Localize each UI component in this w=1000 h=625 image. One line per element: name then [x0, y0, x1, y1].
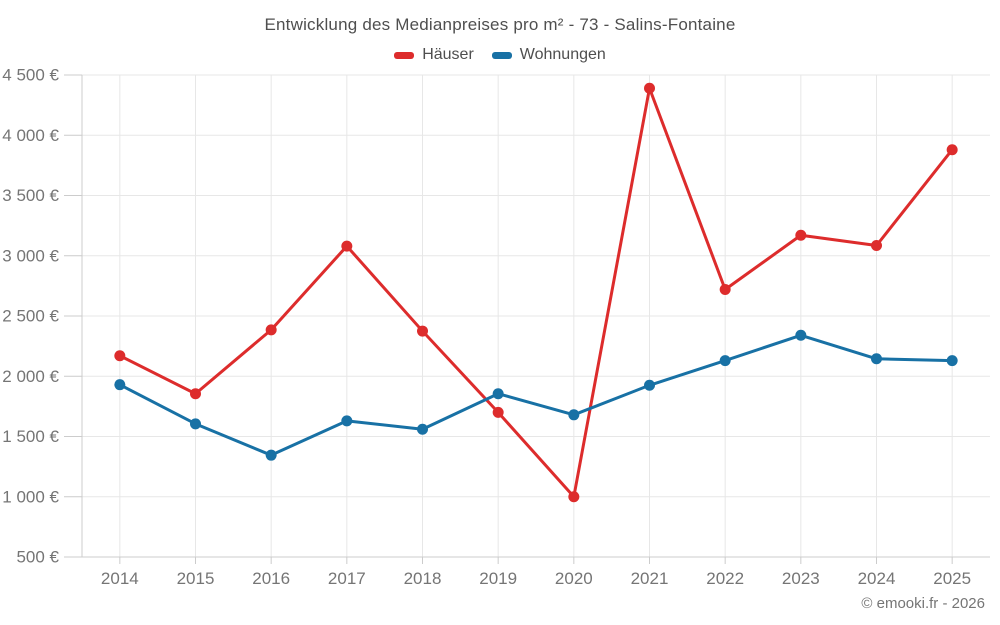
data-point-häuser-2016[interactable]: [265, 324, 277, 336]
data-point-wohnungen-2023[interactable]: [795, 329, 807, 341]
y-axis-label-2000: 2 000 €: [2, 367, 59, 386]
data-point-häuser-2019[interactable]: [492, 406, 504, 418]
data-point-wohnungen-2019[interactable]: [492, 388, 504, 400]
y-axis-label-1000: 1 000 €: [2, 487, 59, 506]
copyright-text: © emooki.fr - 2026: [861, 595, 985, 612]
legend-label-wohnungen: Wohnungen: [519, 46, 606, 63]
data-point-häuser-2025[interactable]: [946, 144, 958, 156]
x-axis-label-2019: 2019: [479, 569, 517, 588]
x-axis-label-2014: 2014: [101, 569, 139, 588]
series-line-wohnungen: [118, 333, 954, 457]
y-axis-label-500: 500 €: [16, 548, 59, 567]
x-axis-label-2024: 2024: [858, 569, 896, 588]
y-axis-label-3500: 3 500 €: [2, 186, 59, 205]
data-point-häuser-2023[interactable]: [795, 229, 807, 241]
x-axis-label-2018: 2018: [404, 569, 442, 588]
legend-item-hauser[interactable]: Häuser: [394, 46, 474, 64]
legend-marker-hauser-icon: [394, 51, 415, 59]
chart-legend: Häuser Wohnungen: [0, 46, 1000, 64]
legend-item-wohnungen[interactable]: Wohnungen: [491, 46, 606, 64]
data-point-wohnungen-2022[interactable]: [719, 355, 731, 367]
x-axis-label-2022: 2022: [706, 569, 744, 588]
data-point-wohnungen-2015[interactable]: [190, 418, 201, 430]
data-point-wohnungen-2016[interactable]: [265, 449, 277, 461]
x-axis-label-2016: 2016: [252, 569, 290, 588]
legend-label-hauser: Häuser: [422, 46, 474, 63]
chart-title: Entwicklung des Medianpreises pro m² - 7…: [264, 15, 736, 34]
data-point-wohnungen-2020[interactable]: [568, 409, 580, 421]
x-axis-label-2017: 2017: [328, 569, 366, 588]
x-axis-label-2025: 2025: [933, 569, 971, 588]
x-axis-label-2015: 2015: [177, 569, 215, 588]
data-point-häuser-2018[interactable]: [417, 325, 428, 337]
data-point-häuser-2020[interactable]: [568, 491, 580, 503]
y-axis-label-4500: 4 500 €: [2, 66, 59, 85]
data-point-häuser-2024[interactable]: [871, 240, 882, 252]
data-point-wohnungen-2017[interactable]: [341, 415, 353, 427]
x-axis-label-2021: 2021: [631, 569, 669, 588]
data-point-häuser-2014[interactable]: [114, 350, 126, 362]
y-axis-label-1500: 1 500 €: [2, 427, 59, 446]
legend-marker-wohnungen-icon: [491, 51, 512, 59]
data-point-wohnungen-2014[interactable]: [114, 379, 126, 391]
data-point-häuser-2021[interactable]: [644, 82, 655, 94]
series-line-häuser: [118, 86, 954, 499]
data-point-häuser-2022[interactable]: [719, 283, 731, 295]
x-axis-label-2023: 2023: [782, 569, 820, 588]
y-axis-label-2500: 2 500 €: [2, 307, 59, 326]
y-axis-label-3000: 3 000 €: [2, 246, 59, 265]
data-point-wohnungen-2025[interactable]: [946, 355, 958, 367]
data-point-wohnungen-2024[interactable]: [871, 353, 882, 365]
y-axis-label-4000: 4 000 €: [2, 126, 59, 145]
x-axis-label-2020: 2020: [555, 569, 593, 588]
data-point-häuser-2017[interactable]: [341, 240, 353, 252]
data-point-häuser-2015[interactable]: [190, 388, 201, 400]
data-point-wohnungen-2018[interactable]: [417, 423, 428, 435]
data-point-wohnungen-2021[interactable]: [644, 379, 655, 391]
